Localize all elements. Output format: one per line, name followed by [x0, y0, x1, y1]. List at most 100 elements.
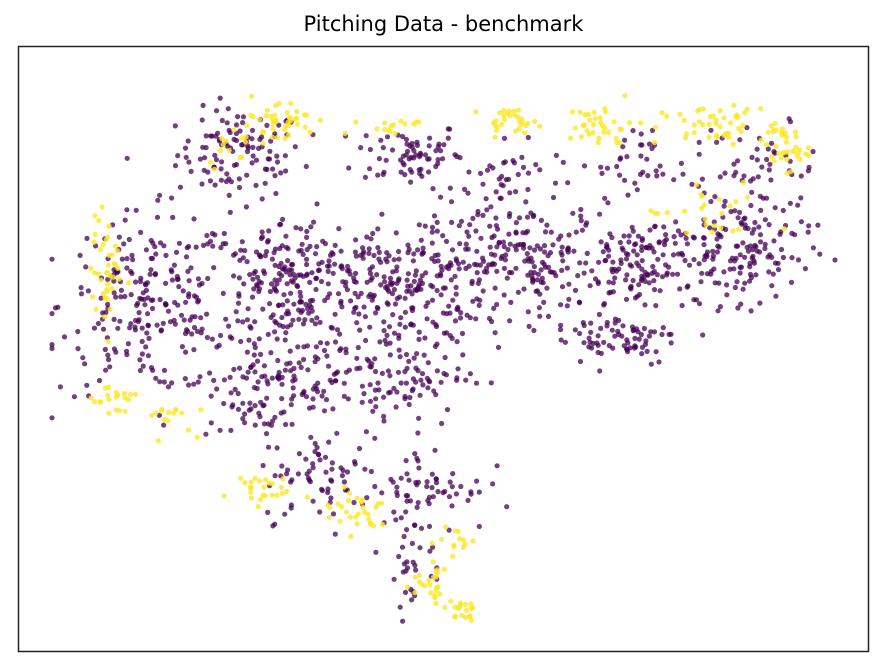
data-point [742, 280, 748, 286]
data-point [581, 270, 587, 276]
data-point [648, 329, 654, 335]
data-point [324, 353, 330, 359]
data-point [299, 241, 305, 247]
data-point [747, 243, 754, 249]
data-point [368, 236, 374, 242]
data-point [784, 156, 790, 162]
data-point [755, 174, 761, 180]
data-point [330, 270, 336, 276]
data-point [500, 239, 506, 245]
data-point [544, 285, 550, 291]
data-point [105, 301, 111, 307]
data-point [553, 152, 560, 158]
data-point [520, 230, 526, 236]
data-point [317, 319, 323, 325]
data-point [468, 601, 474, 607]
data-point [402, 324, 408, 330]
data-point [342, 130, 348, 136]
data-point [275, 302, 282, 309]
data-point [200, 102, 206, 108]
data-point [641, 325, 648, 332]
data-point [322, 297, 328, 304]
data-point [278, 170, 284, 176]
data-point [312, 440, 318, 447]
data-point [150, 297, 156, 303]
data-point [392, 301, 399, 307]
data-point [387, 389, 393, 395]
data-point [244, 259, 250, 265]
data-point [280, 216, 286, 222]
data-point [186, 291, 192, 297]
data-point [226, 127, 232, 133]
data-point [204, 311, 210, 317]
data-point [728, 120, 734, 126]
data-point [266, 228, 272, 234]
data-point [283, 244, 290, 250]
data-point [331, 371, 337, 377]
data-point [721, 269, 727, 275]
data-point [404, 277, 410, 283]
data-point [612, 275, 618, 281]
data-point [163, 252, 169, 258]
data-point [116, 276, 122, 282]
data-point [462, 601, 468, 608]
data-point [384, 250, 390, 256]
data-point [454, 375, 460, 381]
data-point [77, 252, 83, 258]
data-point [213, 108, 220, 114]
data-point [121, 241, 127, 247]
data-point [537, 167, 543, 173]
data-point [337, 518, 343, 524]
data-point [651, 329, 658, 335]
data-point [441, 330, 447, 336]
data-point [434, 219, 440, 225]
data-point [404, 288, 410, 294]
data-point [269, 134, 275, 140]
data-point [84, 382, 90, 388]
data-point [537, 313, 543, 319]
data-point [307, 298, 313, 304]
data-point [341, 393, 347, 399]
data-point [143, 247, 149, 253]
data-point [505, 246, 511, 253]
data-point [448, 199, 455, 205]
data-point [240, 416, 246, 422]
data-point [310, 465, 316, 471]
data-point [323, 469, 329, 475]
data-point [297, 289, 303, 295]
data-point [289, 477, 295, 483]
data-point [712, 194, 718, 200]
data-point [402, 121, 408, 127]
data-point [698, 279, 704, 285]
data-point [205, 275, 211, 282]
data-point [751, 258, 757, 264]
data-point [261, 363, 267, 369]
data-point [327, 291, 333, 297]
data-point [360, 255, 366, 261]
data-point [396, 553, 402, 560]
data-point [494, 463, 500, 469]
data-point [312, 321, 318, 327]
data-point [414, 351, 420, 357]
data-point [373, 396, 379, 402]
data-point [726, 130, 732, 136]
data-point [332, 531, 338, 537]
data-point [653, 303, 659, 309]
data-point [416, 119, 422, 125]
data-point [660, 252, 666, 258]
data-point [430, 544, 436, 550]
data-point [581, 122, 587, 128]
data-point [372, 435, 378, 441]
data-point [424, 316, 430, 322]
data-point [401, 533, 407, 540]
data-point [398, 380, 404, 386]
data-point [515, 171, 521, 178]
data-point [236, 275, 242, 281]
data-point [596, 311, 603, 318]
data-point [240, 255, 246, 261]
data-point [418, 525, 425, 531]
data-point [195, 276, 201, 282]
data-point [717, 124, 723, 130]
data-point [326, 258, 332, 264]
data-point [560, 159, 566, 165]
